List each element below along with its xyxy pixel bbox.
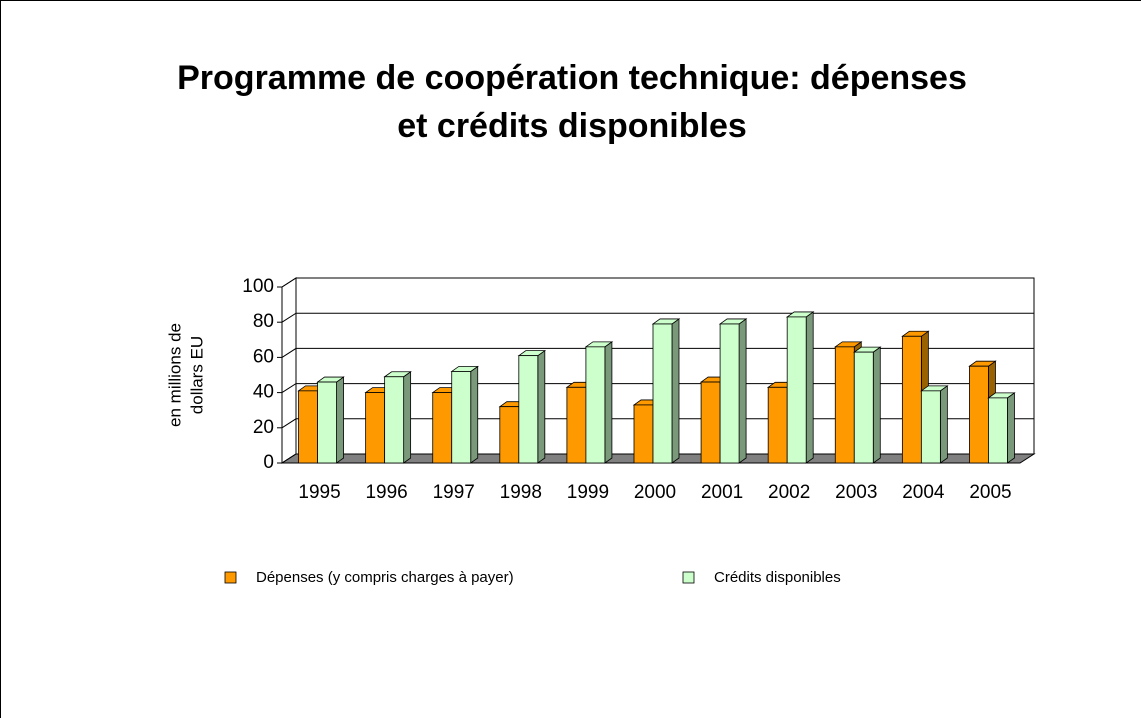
grid-line — [281, 277, 1034, 288]
legend-label: Dépenses (y compris charges à payer) — [256, 569, 514, 586]
bar-side — [336, 376, 344, 464]
bar-side — [738, 318, 747, 464]
legend-swatch — [224, 571, 237, 584]
bar — [988, 397, 1008, 464]
bar-side — [872, 346, 881, 464]
chart-title: et crédits disponibles — [397, 107, 747, 145]
y-tick-label: 80 — [253, 311, 274, 332]
bar-side — [537, 349, 546, 464]
bar-side — [671, 318, 680, 464]
x-tick-label: 1998 — [500, 482, 542, 503]
y-axis-title: en millions de — [165, 323, 184, 427]
bar — [298, 390, 318, 464]
bar — [499, 406, 520, 464]
bar — [719, 323, 740, 464]
bar — [853, 351, 874, 464]
bar-side — [939, 385, 948, 464]
bar-side — [1007, 392, 1015, 464]
legend-swatch — [682, 571, 695, 584]
x-tick-label: 1999 — [567, 482, 609, 503]
bar-side — [403, 370, 412, 464]
bar — [317, 381, 337, 464]
y-tick-label: 20 — [253, 417, 274, 438]
bar — [451, 371, 472, 464]
bar — [566, 386, 587, 464]
bar — [518, 355, 539, 464]
bar — [633, 404, 654, 464]
bar-side — [604, 341, 613, 464]
x-tick-label: 2000 — [634, 482, 676, 503]
bar — [652, 323, 673, 464]
x-tick-label: 2003 — [835, 482, 877, 503]
bar — [365, 392, 386, 464]
bar — [969, 365, 989, 464]
bar — [585, 346, 606, 464]
bar — [767, 386, 788, 464]
bar — [432, 392, 453, 464]
bar-side — [805, 311, 814, 464]
bar-side — [470, 365, 479, 464]
bar — [700, 381, 721, 464]
x-tick-label: 2001 — [701, 482, 743, 503]
bar — [786, 316, 807, 464]
grid-line — [281, 312, 1034, 323]
chart-title: Programme de coopération technique: dépe… — [177, 59, 967, 97]
bar — [901, 335, 922, 464]
bar — [920, 390, 941, 464]
x-tick-label: 1995 — [298, 482, 340, 503]
x-tick-label: 2002 — [768, 482, 810, 503]
y-tick-label: 40 — [253, 382, 274, 403]
y-tick-label: 60 — [253, 346, 274, 367]
left-wall — [281, 277, 297, 464]
x-tick-label: 2004 — [902, 482, 945, 503]
bar — [384, 376, 405, 464]
bar — [834, 346, 855, 464]
y-tick-label: 100 — [242, 276, 274, 297]
y-axis-title: dollars EU — [187, 336, 206, 414]
legend-label: Crédits disponibles — [714, 569, 841, 586]
x-tick-label: 1997 — [433, 482, 475, 503]
y-tick-label: 0 — [263, 452, 274, 473]
x-tick-label: 1996 — [365, 482, 407, 503]
x-tick-label: 2005 — [969, 482, 1011, 503]
